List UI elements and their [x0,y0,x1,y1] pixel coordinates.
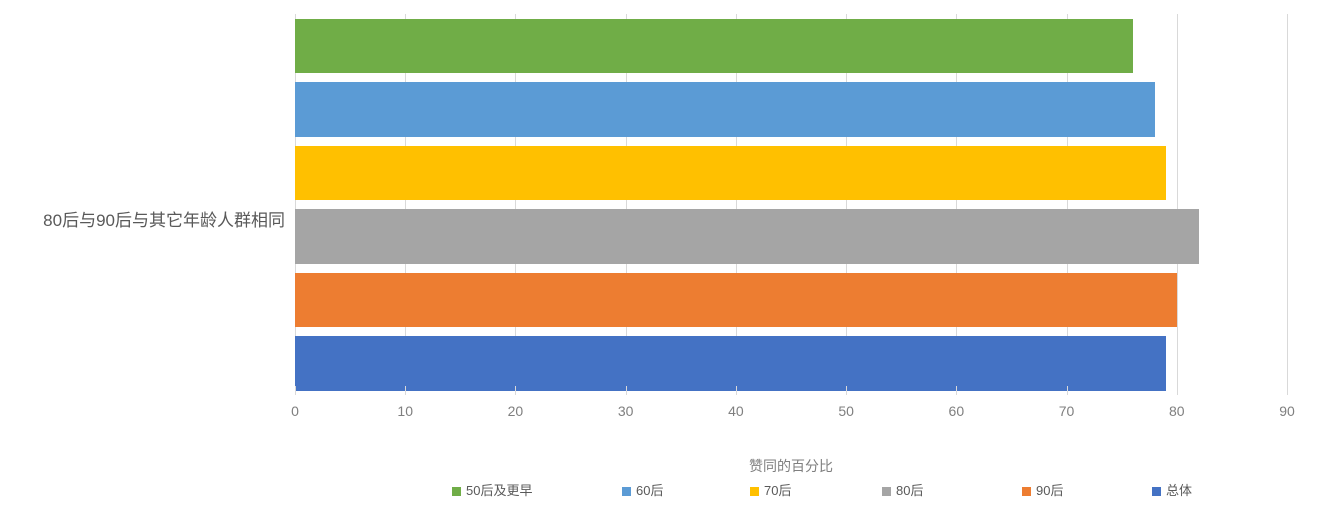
gridline-50 [846,14,848,395]
bars-layer [295,14,1287,395]
bar-60后[interactable] [295,82,1155,137]
gridline-10 [405,14,407,395]
bar-fill [295,336,1166,391]
legend-swatch-icon [1152,486,1161,496]
legend-item-80后[interactable]: 80后 [882,483,923,499]
gridline-80 [1176,14,1178,395]
x-axis-ticks: 0 10 20 30 40 50 60 70 80 90 [291,386,1295,425]
legend-label: 总体 [1166,483,1193,498]
tick-label-60: 60 [948,403,965,419]
tick-mark-80 [1176,386,1178,395]
tick-label-0: 0 [291,403,299,419]
legend-label: 70后 [764,483,792,498]
bar-总体[interactable] [295,336,1166,391]
legend-swatch-icon [622,486,631,496]
legend-item-60后[interactable]: 60后 [622,483,663,499]
tick-mark-40 [735,386,737,395]
tick-mark-90 [1287,386,1288,395]
bar-80后[interactable] [295,209,1199,264]
plot-area [295,14,1288,395]
legend-item-50后及更早[interactable]: 50后及更早 [452,483,532,499]
tick-mark-10 [405,386,407,395]
tick-mark-50 [846,386,848,395]
gridline-30 [625,14,627,395]
chart-legend: 50后及更早 60后 70后 80后 90后 总体 [0,483,1331,503]
legend-label: 60后 [636,483,664,498]
tick-label-50: 50 [838,403,854,419]
gridline-20 [515,14,517,395]
tick-mark-0 [295,386,296,395]
category-axis-label: 80后与90后与其它年龄人群相同 [43,211,285,230]
legend-swatch-icon [882,486,891,496]
bar-fill [295,82,1155,137]
legend-swatch-icon [1022,486,1031,496]
tick-label-10: 10 [397,403,414,419]
tick-label-40: 40 [728,403,744,419]
tick-label-70: 70 [1058,403,1075,419]
bar-fill [295,18,1133,73]
tick-mark-30 [625,386,627,395]
legend-item-总体[interactable]: 总体 [1152,483,1192,499]
value-axis-line [295,14,296,395]
gridline-40 [735,14,737,395]
tick-mark-70 [1066,386,1068,395]
legend-label: 80后 [896,483,924,498]
legend-label: 50后及更早 [466,483,533,498]
legend-item-90后[interactable]: 90后 [1022,483,1063,499]
tick-mark-60 [956,386,958,395]
gridline-90 [1287,14,1288,395]
tick-label-20: 20 [507,403,524,419]
bar-50后及更早[interactable] [295,18,1133,73]
legend-swatch-icon [750,486,759,496]
bar-fill [295,209,1199,264]
tick-label-30: 30 [617,403,634,419]
bar-fill [295,272,1177,327]
bar-90后[interactable] [295,272,1177,327]
gridline-60 [956,14,958,395]
legend-swatch-icon [452,486,461,496]
gridline-70 [1066,14,1068,395]
tick-label-80: 80 [1168,403,1185,419]
bar-70后[interactable] [295,145,1166,200]
tick-mark-20 [515,386,517,395]
x-axis-title: 赞同的百分比 [749,458,833,474]
legend-item-70后[interactable]: 70后 [750,483,791,499]
tick-label-90: 90 [1279,403,1295,419]
legend-label: 90后 [1036,483,1064,498]
bar-fill [295,145,1166,200]
